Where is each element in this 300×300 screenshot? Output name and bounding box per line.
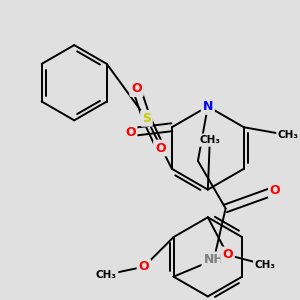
Text: O: O: [139, 260, 149, 273]
Text: O: O: [222, 248, 233, 261]
Text: NH: NH: [203, 254, 224, 266]
Text: O: O: [155, 142, 166, 154]
Text: O: O: [131, 82, 142, 95]
Text: N: N: [202, 100, 213, 113]
Text: O: O: [125, 126, 136, 139]
Text: CH₃: CH₃: [255, 260, 276, 270]
Text: CH₃: CH₃: [96, 270, 117, 280]
Text: CH₃: CH₃: [199, 135, 220, 145]
Text: O: O: [270, 184, 280, 197]
Text: S: S: [142, 112, 151, 125]
Text: CH₃: CH₃: [278, 130, 299, 140]
